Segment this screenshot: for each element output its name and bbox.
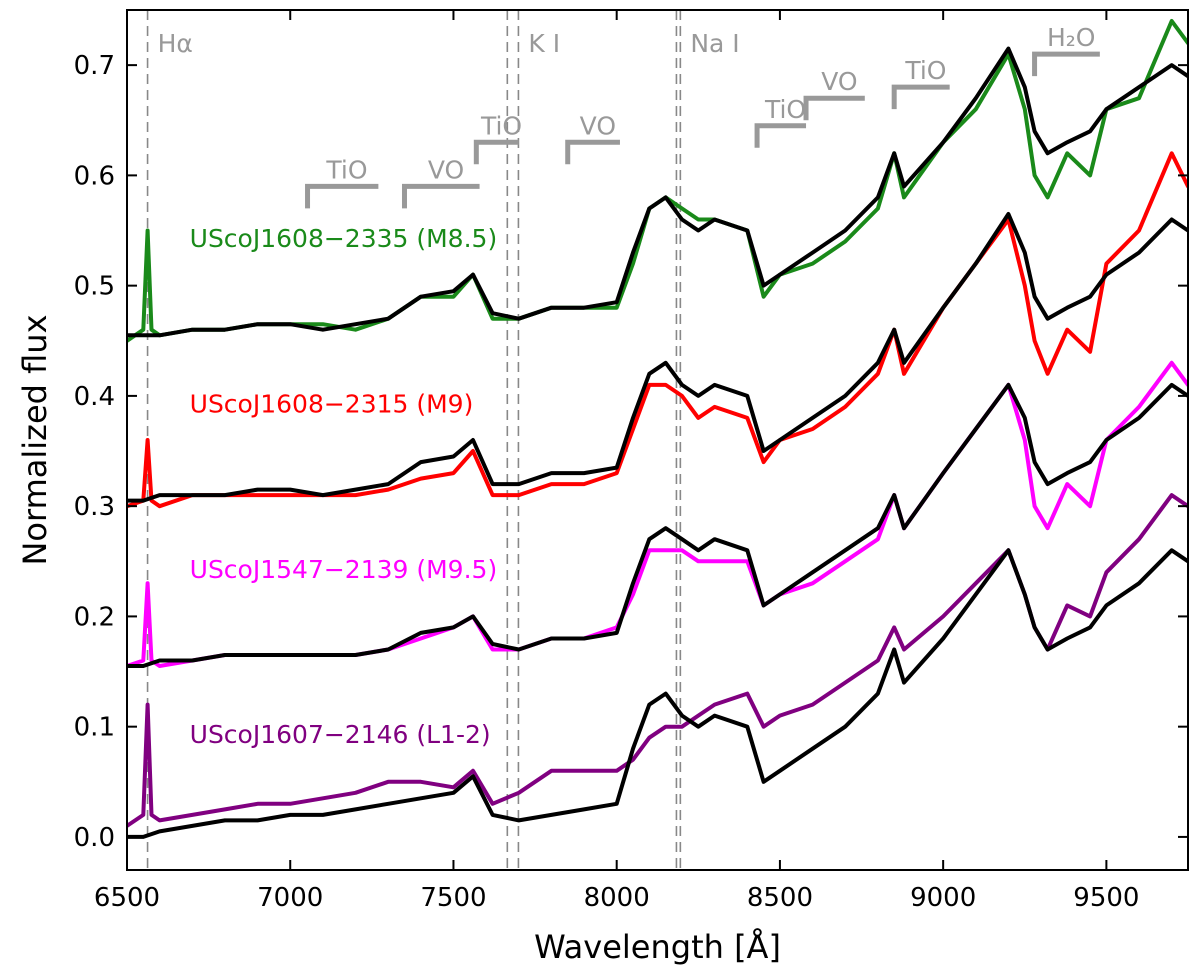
band-bracket-label-1: VO [428,155,464,184]
y-axis-label: Normalized flux [16,314,54,565]
band-bracket-label-2: TiO [480,111,522,140]
x-axis-label: Wavelength [Å] [534,928,781,966]
star-label-3: UScoJ1607−2146 (L1-2) [190,720,491,749]
band-bracket-6 [891,84,950,110]
plot-frame [126,9,1189,871]
x-tick-label-1: 7000 [257,883,323,913]
band-bracket-label-6: TiO [904,56,946,85]
series-line-1 [127,151,1188,509]
line-marker-label-2: Na I [690,29,739,58]
band-bracket-label-7: H₂O [1047,23,1096,52]
y-tick-label-1: 0.1 [74,713,115,743]
band-bracket-2 [473,139,519,165]
star-label-0: UScoJ1608−2335 (M8.5) [190,224,498,253]
x-tick-label-5: 9000 [910,883,976,913]
y-tick-label-3: 0.3 [74,492,115,522]
line-marker-label-1: K I [528,29,560,58]
series-line-5 [127,212,1188,503]
band-bracket-3 [565,139,620,165]
y-tick-label-4: 0.4 [74,382,115,412]
x-tick-label-0: 6500 [94,883,160,913]
series-line-0 [127,19,1188,343]
band-bracket-4 [754,123,807,148]
y-tick-label-2: 0.2 [74,602,115,632]
series-layer [127,19,1188,839]
band-bracket-1 [401,183,480,209]
y-tick-label-5: 0.5 [74,272,115,302]
x-tick-label-3: 8000 [584,883,650,913]
x-tick-label-2: 7500 [420,883,486,913]
band-bracket-label-4: TiO [764,95,806,124]
band-bracket-7 [1032,51,1100,77]
y-tick-label-7: 0.7 [74,51,115,81]
y-tick-label-6: 0.6 [74,161,115,191]
band-bracket-0 [305,183,379,209]
series-line-3 [127,493,1188,828]
x-tick-label-4: 8500 [747,883,813,913]
series-line-7 [127,548,1188,839]
tick-layer: 6500 7000 7500 8000 8500 9000 9500 0.0 0.1 0.2 0.3… [74,10,1188,913]
band-bracket-layer: TiO VO TiO VO TiO VO TiO H₂O [305,23,1100,209]
series-line-4 [127,46,1188,338]
star-label-layer: UScoJ1608−2335 (M8.5) UScoJ1608−2315 (M9)… [190,224,498,749]
star-label-1: UScoJ1608−2315 (M9) [190,389,474,418]
band-bracket-label-0: TiO [325,155,367,184]
band-bracket-label-5: VO [821,67,857,96]
series-line-6 [127,382,1188,668]
line-marker-layer: Hα K I Na I [146,10,740,870]
band-bracket-5 [803,95,865,121]
line-marker-label-0: Hα [158,29,193,58]
band-bracket-label-3: VO [580,111,616,140]
y-tick-label-0: 0.0 [74,823,115,853]
star-label-2: UScoJ1547−2139 (M9.5) [190,555,498,584]
x-tick-label-6: 9500 [1073,883,1139,913]
